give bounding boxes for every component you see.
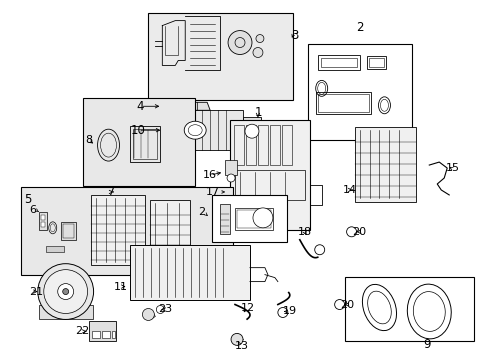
Bar bbox=[102, 332, 109, 338]
Bar bbox=[46, 246, 63, 252]
Polygon shape bbox=[130, 189, 148, 195]
Bar bbox=[165, 110, 243, 150]
Text: 20: 20 bbox=[352, 227, 366, 237]
Circle shape bbox=[244, 124, 259, 138]
Bar bbox=[368, 58, 384, 67]
Circle shape bbox=[230, 333, 243, 345]
Text: 1: 1 bbox=[254, 106, 261, 119]
Bar bbox=[307, 44, 411, 140]
Text: 14: 14 bbox=[342, 185, 356, 195]
Bar bbox=[317, 94, 368, 112]
Bar bbox=[245, 125, 255, 165]
Text: 3: 3 bbox=[290, 29, 298, 42]
Bar bbox=[269, 125, 279, 165]
Text: 18: 18 bbox=[297, 227, 311, 237]
Circle shape bbox=[44, 270, 87, 314]
Bar bbox=[224, 160, 237, 175]
Circle shape bbox=[252, 208, 272, 228]
Bar bbox=[258, 125, 267, 165]
Text: 6: 6 bbox=[29, 205, 36, 215]
Bar bbox=[234, 125, 244, 165]
Text: 13: 13 bbox=[235, 341, 248, 351]
Bar bbox=[41, 222, 45, 227]
Bar bbox=[130, 245, 249, 300]
Text: 17: 17 bbox=[205, 187, 220, 197]
Circle shape bbox=[62, 289, 68, 294]
Bar bbox=[237, 210, 270, 228]
Bar bbox=[344, 276, 473, 341]
Bar bbox=[90, 195, 145, 265]
Bar bbox=[148, 13, 292, 100]
Bar bbox=[235, 170, 304, 200]
Circle shape bbox=[38, 264, 93, 319]
Bar bbox=[220, 204, 229, 234]
Circle shape bbox=[252, 48, 263, 58]
Bar bbox=[111, 332, 114, 338]
Text: 19: 19 bbox=[282, 306, 296, 316]
Polygon shape bbox=[164, 102, 210, 110]
Bar bbox=[320, 58, 356, 67]
Text: 10: 10 bbox=[131, 124, 145, 137]
Bar bbox=[39, 212, 47, 230]
Bar bbox=[61, 222, 76, 240]
Bar bbox=[366, 57, 386, 69]
Circle shape bbox=[255, 35, 264, 42]
Bar bbox=[281, 125, 291, 165]
Text: 9: 9 bbox=[423, 338, 430, 351]
Circle shape bbox=[226, 174, 235, 182]
Circle shape bbox=[227, 31, 251, 54]
Text: 22: 22 bbox=[75, 327, 90, 336]
Bar bbox=[235, 208, 272, 230]
Text: 8: 8 bbox=[85, 135, 92, 145]
Bar bbox=[39, 305, 92, 319]
Text: 16: 16 bbox=[203, 170, 217, 180]
Text: 2: 2 bbox=[355, 21, 363, 34]
Text: 12: 12 bbox=[241, 302, 255, 312]
Text: 2: 2 bbox=[198, 207, 205, 217]
Text: 21: 21 bbox=[29, 287, 43, 297]
Text: 5: 5 bbox=[24, 193, 31, 206]
Text: 15: 15 bbox=[445, 163, 459, 173]
Text: 4: 4 bbox=[136, 100, 144, 113]
Bar bbox=[82, 98, 195, 186]
Circle shape bbox=[58, 284, 74, 300]
Bar bbox=[243, 117, 261, 145]
Text: 23: 23 bbox=[158, 305, 172, 315]
Bar bbox=[317, 55, 359, 71]
Bar bbox=[62, 224, 74, 238]
Bar bbox=[88, 321, 116, 341]
Bar bbox=[21, 187, 233, 275]
Bar bbox=[315, 92, 370, 114]
Text: 11: 11 bbox=[113, 282, 127, 292]
Bar bbox=[150, 200, 190, 260]
Bar bbox=[41, 215, 45, 220]
Text: 20: 20 bbox=[340, 300, 354, 310]
Bar bbox=[212, 195, 286, 242]
Bar bbox=[133, 129, 157, 159]
Ellipse shape bbox=[184, 121, 206, 139]
Circle shape bbox=[142, 309, 154, 320]
Bar bbox=[244, 205, 279, 230]
Bar bbox=[91, 332, 100, 338]
Bar bbox=[354, 127, 415, 202]
Text: 7: 7 bbox=[107, 187, 114, 197]
Bar bbox=[130, 126, 160, 162]
Bar bbox=[229, 120, 309, 230]
